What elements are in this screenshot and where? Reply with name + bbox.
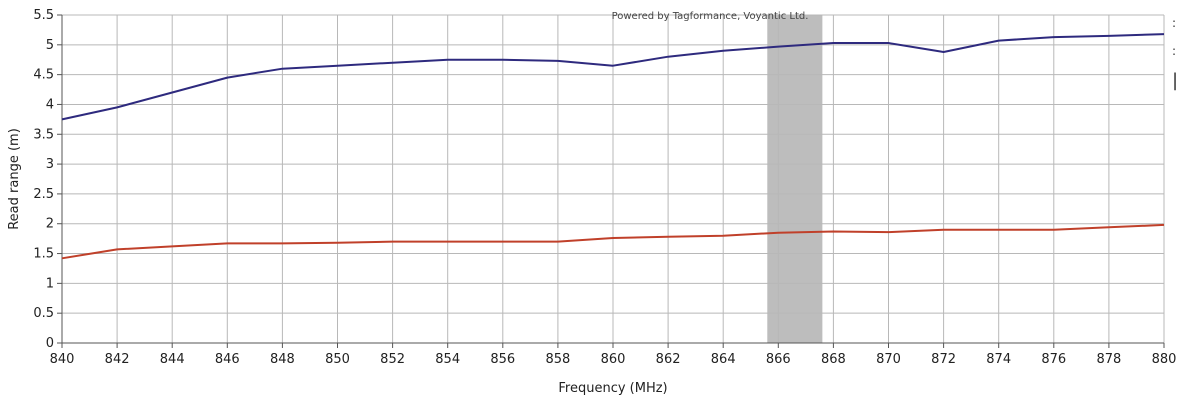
x-tick-label: 844	[160, 352, 185, 367]
x-tick-label: 852	[380, 352, 405, 367]
x-tick-label: 846	[215, 352, 240, 367]
series-line-2	[61, 223, 1165, 260]
y-tick-label: 0	[46, 336, 54, 351]
y-tick-label: 5	[46, 38, 54, 53]
highlight-band	[767, 15, 823, 343]
y-tick-label: 0.5	[33, 306, 54, 321]
legend-fragment-1: :	[1172, 16, 1177, 30]
x-tick-label: 864	[711, 352, 736, 367]
y-tick-label: 5.5	[33, 8, 54, 23]
y-tick-label: 4	[46, 97, 54, 112]
series-line-1	[61, 33, 1165, 121]
x-tick-label: 850	[325, 352, 350, 367]
y-tick-label: 1.5	[33, 247, 54, 262]
y-tick-label: 4.5	[33, 68, 54, 83]
x-tick-label: 876	[1041, 352, 1066, 367]
x-tick-label: 878	[1096, 352, 1121, 367]
x-tick-label: 880	[1152, 352, 1177, 367]
y-tick-label: 3.5	[33, 127, 54, 142]
y-tick-label: 2.5	[33, 187, 54, 202]
x-tick-label: 868	[821, 352, 846, 367]
y-tick-label: 2	[46, 217, 54, 232]
x-tick-label: 870	[876, 352, 901, 367]
x-tick-label: 840	[50, 352, 75, 367]
x-tick-label: 856	[490, 352, 515, 367]
x-tick-label: 872	[931, 352, 956, 367]
x-axis-title: Frequency (MHz)	[558, 381, 667, 396]
y-axis-title: Read range (m)	[7, 128, 22, 230]
x-tick-label: 860	[601, 352, 626, 367]
y-tick-label: 3	[46, 157, 54, 172]
x-tick-label: 848	[270, 352, 295, 367]
x-tick-label: 862	[656, 352, 681, 367]
watermark-text: Powered by Tagformance, Voyantic Ltd.	[612, 11, 809, 22]
legend-fragment-3: |	[1172, 70, 1178, 91]
x-tick-label: 854	[435, 352, 460, 367]
x-tick-label: 874	[986, 352, 1011, 367]
legend-fragment-2: :	[1172, 44, 1177, 58]
y-tick-label: 1	[46, 276, 54, 291]
x-tick-label: 842	[105, 352, 130, 367]
x-tick-label: 858	[545, 352, 570, 367]
x-tick-label: 866	[766, 352, 791, 367]
